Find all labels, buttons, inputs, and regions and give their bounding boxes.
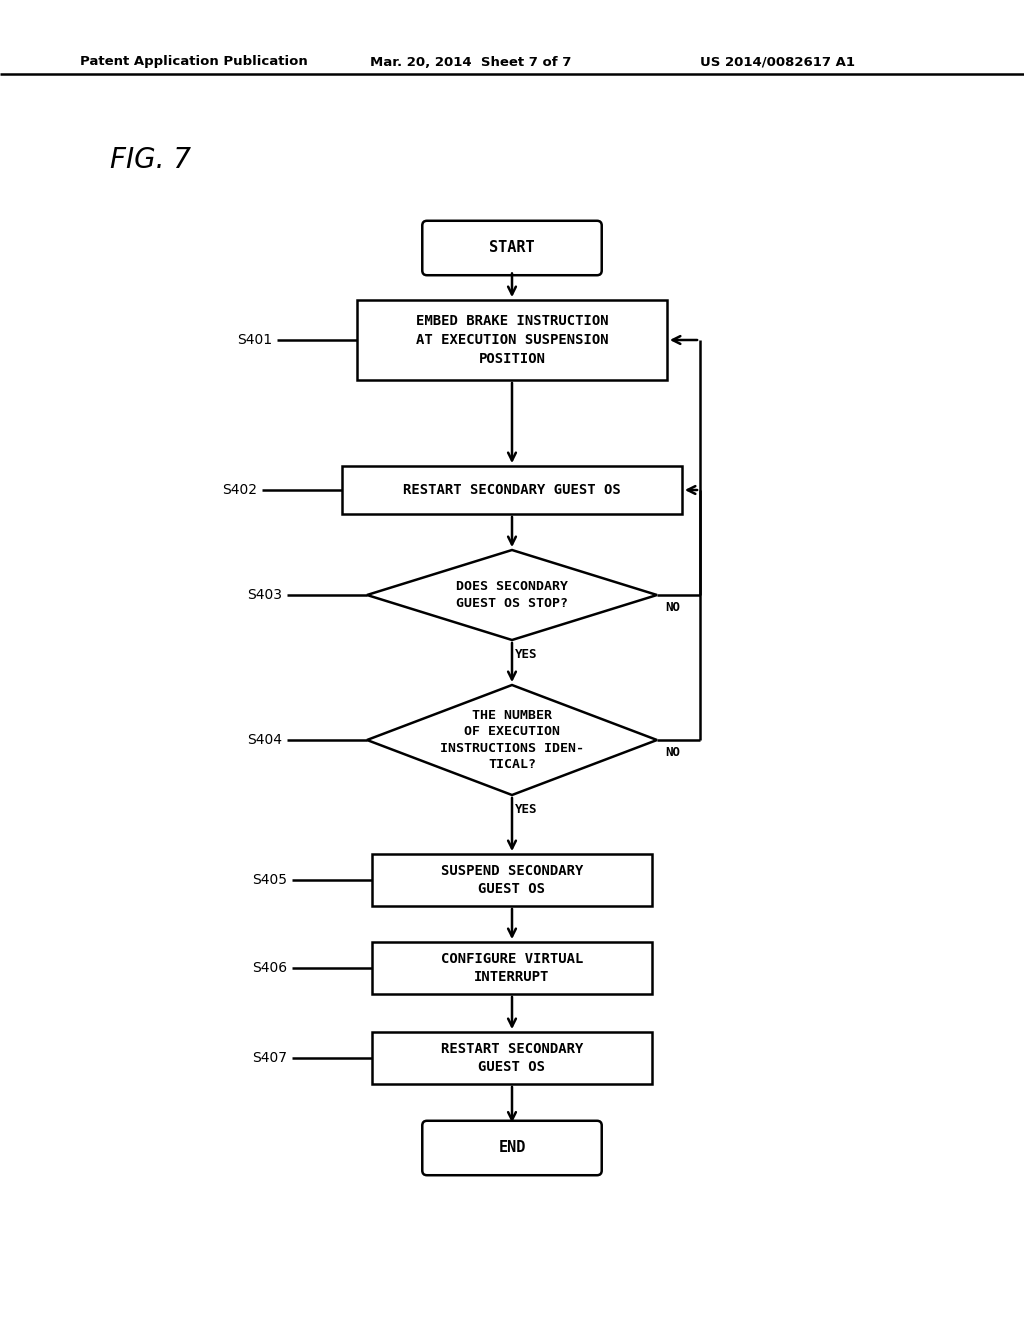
Text: S403: S403 <box>247 587 282 602</box>
FancyBboxPatch shape <box>422 220 602 276</box>
Polygon shape <box>367 685 657 795</box>
Bar <box>372 942 652 994</box>
Bar <box>357 300 667 380</box>
Text: FIG. 7: FIG. 7 <box>110 147 191 174</box>
Text: THE NUMBER
OF EXECUTION
INSTRUCTIONS IDEN-
TICAL?: THE NUMBER OF EXECUTION INSTRUCTIONS IDE… <box>440 709 584 771</box>
Text: Mar. 20, 2014  Sheet 7 of 7: Mar. 20, 2014 Sheet 7 of 7 <box>370 55 571 69</box>
Text: RESTART SECONDARY
GUEST OS: RESTART SECONDARY GUEST OS <box>440 1041 584 1074</box>
Text: START: START <box>489 240 535 256</box>
Text: S406: S406 <box>252 961 287 975</box>
Bar <box>372 854 652 906</box>
Text: S401: S401 <box>237 333 272 347</box>
Text: NO: NO <box>665 746 680 759</box>
Text: US 2014/0082617 A1: US 2014/0082617 A1 <box>700 55 855 69</box>
Text: YES: YES <box>515 803 538 816</box>
Bar <box>372 1032 652 1084</box>
Text: DOES SECONDARY
GUEST OS STOP?: DOES SECONDARY GUEST OS STOP? <box>456 581 568 610</box>
Text: S402: S402 <box>222 483 257 498</box>
Text: Patent Application Publication: Patent Application Publication <box>80 55 308 69</box>
Text: CONFIGURE VIRTUAL
INTERRUPT: CONFIGURE VIRTUAL INTERRUPT <box>440 952 584 985</box>
Text: S405: S405 <box>252 873 287 887</box>
Text: RESTART SECONDARY GUEST OS: RESTART SECONDARY GUEST OS <box>403 483 621 498</box>
Text: EMBED BRAKE INSTRUCTION
AT EXECUTION SUSPENSION
POSITION: EMBED BRAKE INSTRUCTION AT EXECUTION SUS… <box>416 314 608 366</box>
Text: SUSPEND SECONDARY
GUEST OS: SUSPEND SECONDARY GUEST OS <box>440 863 584 896</box>
Text: END: END <box>499 1140 525 1155</box>
Text: S404: S404 <box>247 733 282 747</box>
Text: NO: NO <box>665 601 680 614</box>
Bar <box>342 466 682 513</box>
Text: YES: YES <box>515 648 538 661</box>
FancyBboxPatch shape <box>422 1121 602 1175</box>
Text: S407: S407 <box>252 1051 287 1065</box>
Polygon shape <box>367 550 657 640</box>
